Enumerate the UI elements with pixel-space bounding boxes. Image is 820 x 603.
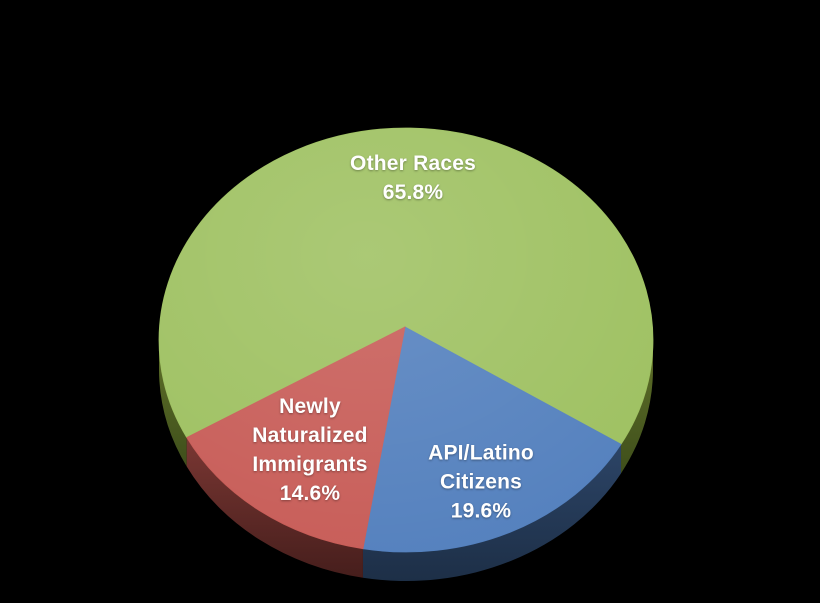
pie-slice-side-newly-naturalized-immigrants: [186, 437, 363, 578]
pie-slice-side-api-latino-citizens: [362, 444, 622, 581]
pie-slice-side-other-races: [159, 340, 187, 467]
pie-top-highlight: [159, 128, 653, 552]
pie-slice-side-other-races: [621, 340, 653, 474]
